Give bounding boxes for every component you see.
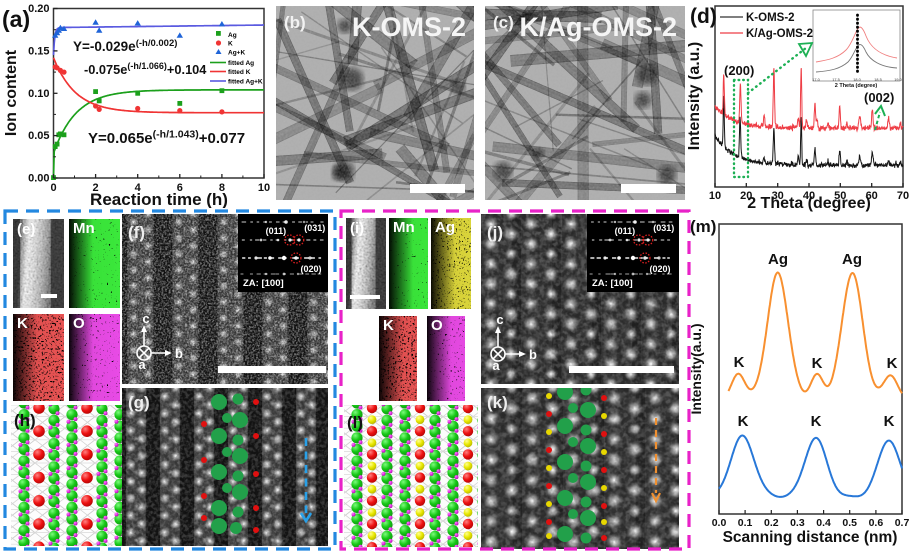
- svg-text:18.0: 18.0: [853, 78, 860, 82]
- svg-text:Mn: Mn: [73, 220, 95, 237]
- svg-text:a: a: [492, 358, 500, 373]
- svg-text:30: 30: [772, 190, 784, 202]
- svg-text:0.1: 0.1: [738, 517, 753, 529]
- svg-text:O: O: [73, 315, 85, 332]
- svg-text:c: c: [142, 311, 149, 326]
- svg-text:(k): (k): [487, 393, 508, 412]
- svg-text:fitted K: fitted K: [228, 69, 251, 76]
- svg-text:0.10: 0.10: [28, 88, 49, 100]
- svg-text:Ag: Ag: [228, 32, 237, 39]
- svg-text:40: 40: [803, 190, 815, 202]
- svg-text:0.20: 0.20: [28, 3, 49, 15]
- svg-text:K: K: [17, 315, 28, 332]
- svg-text:-0.075e(-h/1.066)+0.104: -0.075e(-h/1.066)+0.104: [84, 61, 207, 77]
- svg-text:(d): (d): [690, 5, 717, 28]
- svg-text:fitted Ag: fitted Ag: [228, 60, 254, 67]
- svg-text:0.15: 0.15: [28, 45, 49, 57]
- svg-text:(h): (h): [14, 411, 36, 430]
- svg-text:Intensity (a.u.): Intensity (a.u.): [688, 42, 703, 150]
- svg-text:K: K: [811, 413, 822, 430]
- svg-text:8: 8: [219, 182, 225, 194]
- svg-text:fitted Ag+K: fitted Ag+K: [228, 79, 263, 86]
- svg-text:(j): (j): [487, 223, 503, 242]
- svg-text:(m): (m): [690, 217, 716, 236]
- svg-text:K: K: [738, 413, 749, 430]
- svg-text:a: a: [138, 357, 146, 372]
- svg-text:19.0: 19.0: [894, 78, 901, 82]
- svg-text:Scanning distance (nm): Scanning distance (nm): [723, 529, 898, 546]
- svg-text:18.5: 18.5: [874, 78, 881, 82]
- svg-text:(b): (b): [284, 13, 306, 32]
- svg-text:K: K: [812, 355, 823, 372]
- svg-text:K: K: [884, 413, 895, 430]
- svg-text:(c): (c): [493, 13, 514, 32]
- svg-text:(i): (i): [350, 220, 364, 237]
- svg-text:ZA: [100]: ZA: [100]: [592, 278, 633, 289]
- svg-text:0: 0: [50, 182, 56, 194]
- svg-text:0.6: 0.6: [869, 517, 884, 529]
- svg-text:K: K: [887, 355, 898, 372]
- svg-text:0.5: 0.5: [842, 517, 857, 529]
- svg-text:0.0: 0.0: [712, 517, 727, 529]
- svg-text:20: 20: [740, 190, 752, 202]
- svg-text:Mn: Mn: [393, 219, 415, 236]
- svg-text:2 Theta (degree): 2 Theta (degree): [747, 195, 871, 212]
- svg-text:70: 70: [897, 190, 909, 202]
- svg-text:K: K: [228, 41, 233, 48]
- svg-text:50: 50: [834, 190, 846, 202]
- svg-text:K-OMS-2: K-OMS-2: [352, 12, 466, 42]
- svg-text:0.05: 0.05: [28, 130, 49, 142]
- svg-text:Intensity(a.u.): Intensity(a.u.): [688, 323, 704, 414]
- svg-text:6: 6: [177, 182, 183, 194]
- svg-text:(200): (200): [724, 63, 754, 78]
- svg-text:Ag+K: Ag+K: [228, 50, 245, 57]
- svg-text:17.5: 17.5: [832, 78, 839, 82]
- svg-text:(011): (011): [615, 226, 636, 236]
- svg-text:(002): (002): [864, 90, 894, 105]
- svg-text:Ag: Ag: [768, 251, 788, 268]
- svg-text:0.7: 0.7: [895, 517, 910, 529]
- svg-text:2 Theta (degree): 2 Theta (degree): [835, 83, 878, 89]
- svg-text:K: K: [383, 317, 394, 334]
- svg-text:b: b: [529, 347, 537, 362]
- svg-text:(g): (g): [128, 393, 150, 412]
- svg-text:(f): (f): [128, 223, 145, 242]
- svg-text:K: K: [734, 354, 745, 371]
- svg-text:ZA: [100]: ZA: [100]: [243, 278, 284, 289]
- svg-text:(a): (a): [2, 6, 30, 32]
- svg-text:K-OMS-2: K-OMS-2: [746, 12, 795, 24]
- svg-text:0.4: 0.4: [816, 517, 831, 529]
- svg-text:Ag: Ag: [435, 219, 455, 236]
- svg-text:(011): (011): [266, 226, 287, 236]
- svg-text:(020): (020): [301, 264, 322, 274]
- svg-text:(e): (e): [17, 221, 35, 238]
- svg-text:17.0: 17.0: [812, 78, 819, 82]
- svg-text:(031): (031): [653, 223, 674, 233]
- svg-text:(031): (031): [304, 223, 325, 233]
- svg-text:0.2: 0.2: [764, 517, 779, 529]
- svg-text:Y=0.065e(-h/1.043)+0.077: Y=0.065e(-h/1.043)+0.077: [88, 129, 245, 148]
- svg-text:60: 60: [866, 190, 878, 202]
- svg-text:K/Ag-OMS-2: K/Ag-OMS-2: [520, 12, 678, 42]
- svg-text:(l): (l): [347, 413, 363, 432]
- svg-text:Ion content: Ion content: [3, 49, 20, 136]
- svg-text:(020): (020): [650, 264, 671, 274]
- svg-text:10: 10: [709, 190, 721, 202]
- svg-text:2: 2: [93, 182, 99, 194]
- svg-text:Ag: Ag: [842, 251, 862, 268]
- svg-text:b: b: [175, 346, 183, 361]
- svg-text:c: c: [496, 312, 503, 327]
- svg-text:4: 4: [135, 182, 142, 194]
- svg-text:10: 10: [258, 182, 270, 194]
- svg-text:0.3: 0.3: [790, 517, 805, 529]
- svg-text:K/Ag-OMS-2: K/Ag-OMS-2: [746, 28, 813, 40]
- svg-text:Reaction time (h): Reaction time (h): [90, 190, 228, 209]
- svg-text:O: O: [431, 317, 443, 334]
- svg-text:0.00: 0.00: [28, 173, 49, 185]
